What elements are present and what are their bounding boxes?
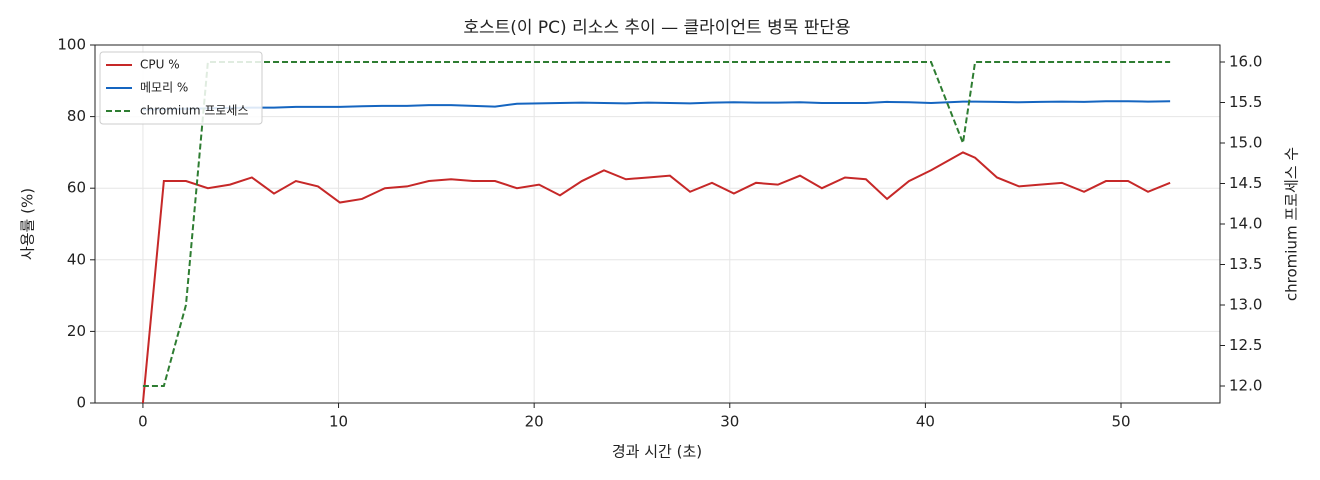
y2-tick-label: 16.0 xyxy=(1229,53,1262,71)
legend-box xyxy=(99,51,263,125)
series-line xyxy=(141,151,1171,404)
y2-axis-label: chromium 프로세스 수 xyxy=(1283,147,1301,301)
y2-tick-label: 15.5 xyxy=(1229,93,1262,111)
y2-tick-label: 13.5 xyxy=(1229,255,1262,273)
y2-tick-label: 12.0 xyxy=(1229,376,1262,394)
y-tick-label: 80 xyxy=(67,107,86,125)
legend-label: 메모리 % xyxy=(140,81,188,95)
y2-tick-label: 12.5 xyxy=(1229,336,1262,354)
y-tick-label: 40 xyxy=(67,250,86,268)
x-tick-label: 0 xyxy=(138,413,148,431)
plot-frame xyxy=(94,44,1221,404)
series-line xyxy=(142,61,1171,387)
y2-tick-label: 13.0 xyxy=(1229,295,1262,313)
x-tick-label: 50 xyxy=(1111,413,1130,431)
x-axis-label: 경과 시간 (초) xyxy=(612,443,702,461)
y-tick-label: 60 xyxy=(67,179,86,197)
y2-tick-label: 14.5 xyxy=(1229,174,1262,192)
y-tick-label: 20 xyxy=(67,322,86,340)
y2-tick-label: 15.0 xyxy=(1229,134,1262,152)
x-tick-label: 10 xyxy=(329,413,348,431)
legend-label: chromium 프로세스 xyxy=(140,104,249,118)
y-tick-label: 100 xyxy=(57,36,86,54)
y-tick-label: 0 xyxy=(76,394,86,412)
y2-tick-label: 14.0 xyxy=(1229,215,1262,233)
x-tick-label: 40 xyxy=(916,413,935,431)
y-axis-label: 사용률 (%) xyxy=(19,188,37,260)
series-line xyxy=(142,100,1171,111)
legend-label: CPU % xyxy=(140,58,180,72)
x-tick-label: 30 xyxy=(720,413,739,431)
x-tick-label: 20 xyxy=(525,413,544,431)
chart-title: 호스트(이 PC) 리소스 추이 — 클라이언트 병목 판단용 xyxy=(463,18,850,38)
